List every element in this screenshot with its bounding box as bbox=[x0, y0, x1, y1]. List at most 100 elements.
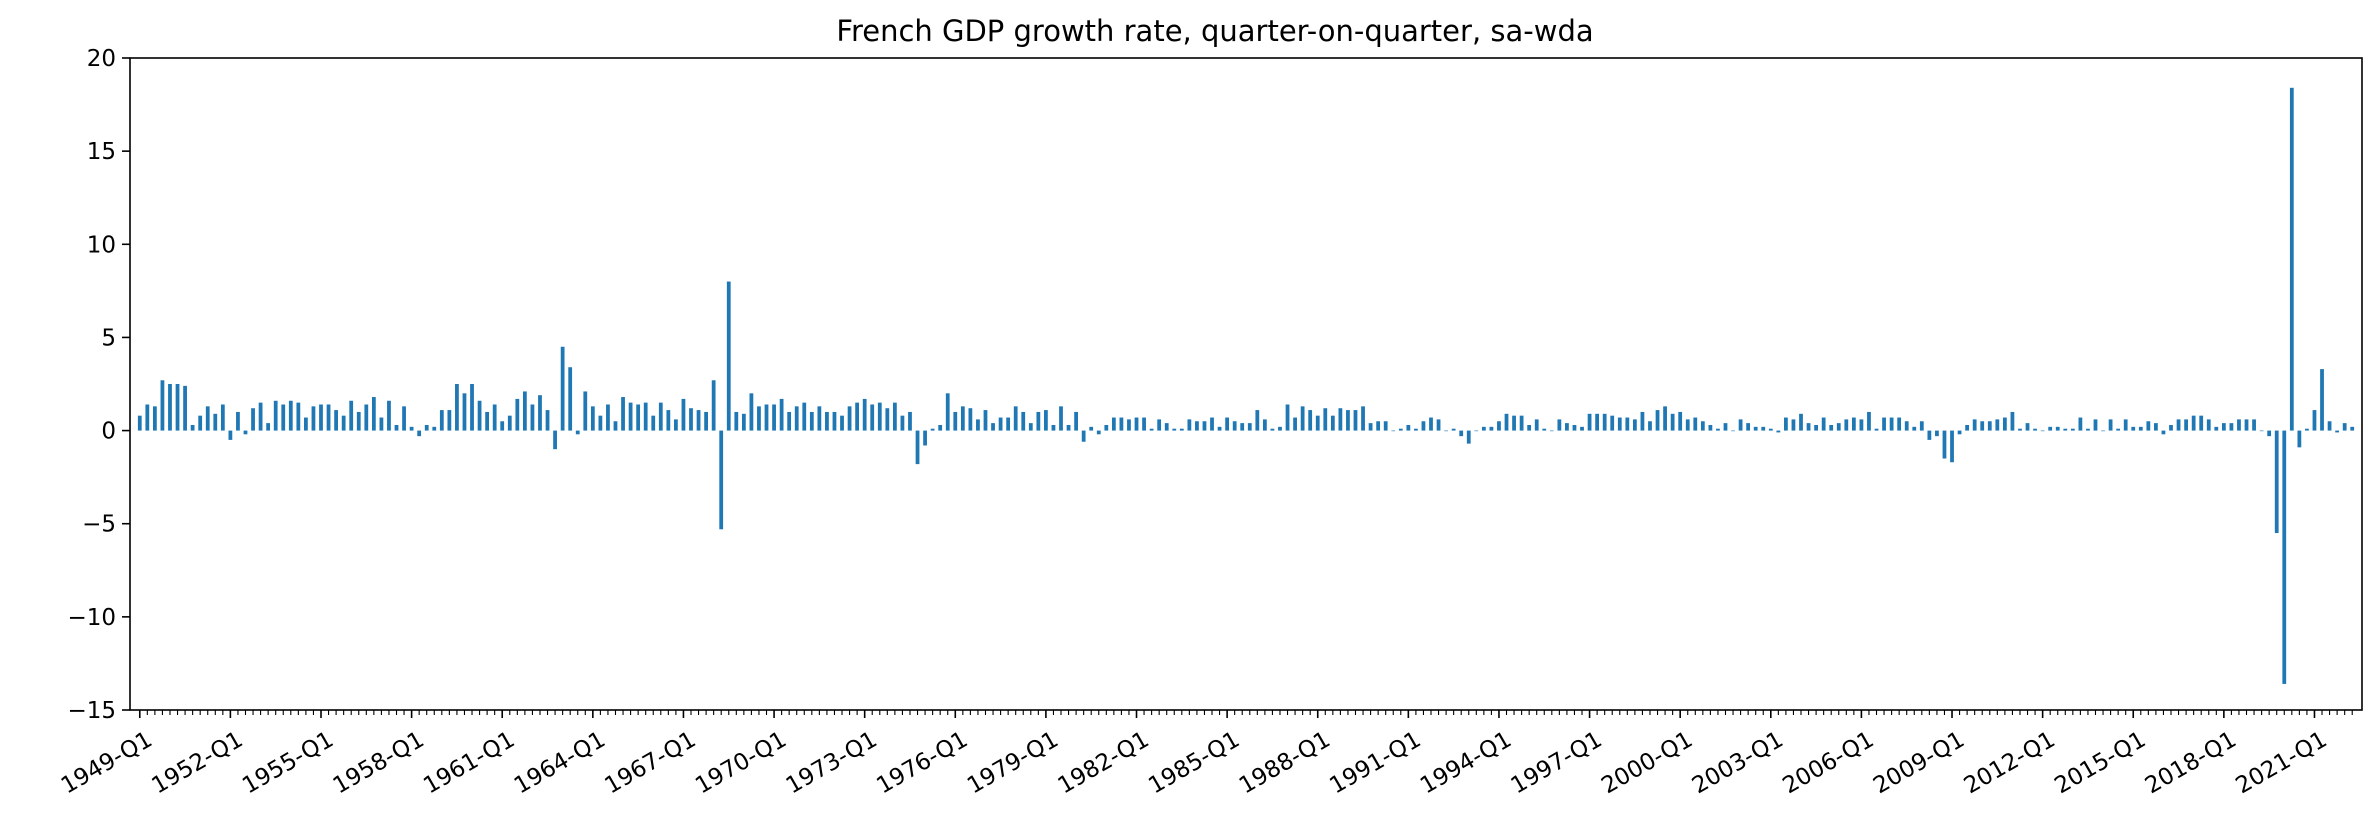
bar-2 bbox=[152, 406, 157, 431]
bar-233 bbox=[1897, 417, 1902, 431]
bar-210 bbox=[1723, 423, 1728, 431]
bar-240 bbox=[1950, 430, 1954, 463]
bar-150 bbox=[1270, 428, 1275, 431]
bar-273 bbox=[2199, 415, 2204, 431]
bar-38 bbox=[424, 424, 429, 431]
x-tick-label: 1997-Q1 bbox=[1507, 727, 1607, 800]
bar-195 bbox=[1610, 415, 1615, 431]
bar-217 bbox=[1776, 430, 1781, 433]
bar-230 bbox=[1874, 428, 1879, 431]
bar-168 bbox=[1406, 424, 1411, 431]
bar-78 bbox=[726, 281, 731, 431]
bar-31 bbox=[371, 397, 376, 431]
bar-107 bbox=[945, 393, 950, 431]
bar-213 bbox=[1746, 423, 1751, 431]
bar-175 bbox=[1459, 430, 1464, 437]
bar-68 bbox=[651, 415, 656, 431]
bar-64 bbox=[621, 397, 625, 431]
bar-288 bbox=[2312, 410, 2317, 431]
bar-224 bbox=[1829, 424, 1834, 431]
bar-5 bbox=[175, 384, 180, 431]
bar-126 bbox=[1089, 426, 1094, 431]
bar-90 bbox=[817, 406, 822, 431]
bar-271 bbox=[2184, 419, 2188, 431]
bar-133 bbox=[1142, 417, 1146, 431]
bar-42 bbox=[455, 384, 459, 431]
bar-284 bbox=[2282, 430, 2287, 684]
bar-108 bbox=[953, 411, 958, 431]
bar-123 bbox=[1066, 424, 1071, 431]
bar-76 bbox=[711, 380, 716, 431]
bar-105 bbox=[930, 428, 935, 431]
bar-156 bbox=[1315, 415, 1320, 431]
bar-80 bbox=[741, 413, 746, 431]
bar-209 bbox=[1716, 428, 1720, 431]
bar-248 bbox=[2010, 411, 2015, 431]
bar-96 bbox=[862, 398, 867, 431]
bar-140 bbox=[1195, 421, 1199, 431]
bar-89 bbox=[809, 411, 814, 431]
bar-109 bbox=[960, 406, 965, 431]
bar-249 bbox=[2018, 428, 2022, 431]
bar-170 bbox=[1421, 421, 1426, 431]
bar-259 bbox=[2093, 419, 2098, 431]
bar-183 bbox=[1519, 415, 1524, 431]
bar-292 bbox=[2342, 423, 2347, 431]
bar-223 bbox=[1821, 417, 1826, 431]
x-tick-label: 1991-Q1 bbox=[1325, 727, 1425, 800]
bar-106 bbox=[938, 424, 943, 431]
bar-95 bbox=[855, 402, 860, 431]
bar-181 bbox=[1504, 413, 1509, 431]
bar-29 bbox=[356, 411, 361, 431]
bar-25 bbox=[326, 404, 331, 431]
bar-100 bbox=[892, 402, 897, 431]
bar-136 bbox=[1164, 423, 1169, 431]
bar-86 bbox=[787, 411, 792, 431]
bar-134 bbox=[1149, 428, 1154, 431]
bar-55 bbox=[553, 430, 557, 450]
bar-6 bbox=[183, 385, 187, 431]
bar-50 bbox=[515, 398, 520, 431]
bar-229 bbox=[1867, 411, 1871, 431]
bar-269 bbox=[2169, 424, 2173, 431]
bar-115 bbox=[1006, 417, 1011, 431]
bar-179 bbox=[1489, 426, 1494, 431]
bar-286 bbox=[2297, 430, 2302, 448]
bar-85 bbox=[779, 398, 784, 431]
bar-290 bbox=[2327, 421, 2332, 431]
bar-261 bbox=[2108, 419, 2113, 431]
bar-267 bbox=[2154, 423, 2158, 431]
bar-131 bbox=[1127, 419, 1131, 431]
bar-228 bbox=[1859, 419, 1864, 431]
bar-60 bbox=[590, 406, 595, 431]
bar-219 bbox=[1791, 419, 1796, 431]
bar-104 bbox=[923, 430, 927, 446]
bar-147 bbox=[1247, 423, 1252, 431]
bar-281 bbox=[2259, 430, 2264, 432]
bar-65 bbox=[628, 402, 633, 431]
bar-92 bbox=[832, 411, 837, 431]
bar-94 bbox=[847, 406, 852, 431]
bar-178 bbox=[1481, 426, 1486, 431]
y-tick-label: 0 bbox=[101, 419, 116, 445]
bar-120 bbox=[1044, 410, 1048, 431]
bar-74 bbox=[696, 410, 701, 431]
bar-202 bbox=[1663, 406, 1667, 431]
bar-264 bbox=[2131, 426, 2136, 431]
bar-250 bbox=[2025, 423, 2030, 431]
bar-145 bbox=[1232, 421, 1237, 431]
bar-283 bbox=[2274, 430, 2279, 534]
x-axis: 1949-Q11952-Q11955-Q11958-Q11961-Q11964-… bbox=[57, 710, 2353, 800]
bar-162 bbox=[1361, 406, 1365, 431]
bar-260 bbox=[2101, 430, 2105, 432]
bar-266 bbox=[2146, 421, 2151, 431]
x-tick-label: 2009-Q1 bbox=[1869, 727, 1969, 800]
x-tick-label: 1949-Q1 bbox=[57, 727, 157, 800]
bar-157 bbox=[1323, 408, 1328, 431]
bar-172 bbox=[1436, 419, 1441, 431]
bar-66 bbox=[636, 404, 641, 431]
bar-58 bbox=[575, 430, 580, 435]
bar-53 bbox=[538, 395, 542, 431]
bar-81 bbox=[749, 393, 754, 431]
bar-208 bbox=[1708, 424, 1713, 431]
